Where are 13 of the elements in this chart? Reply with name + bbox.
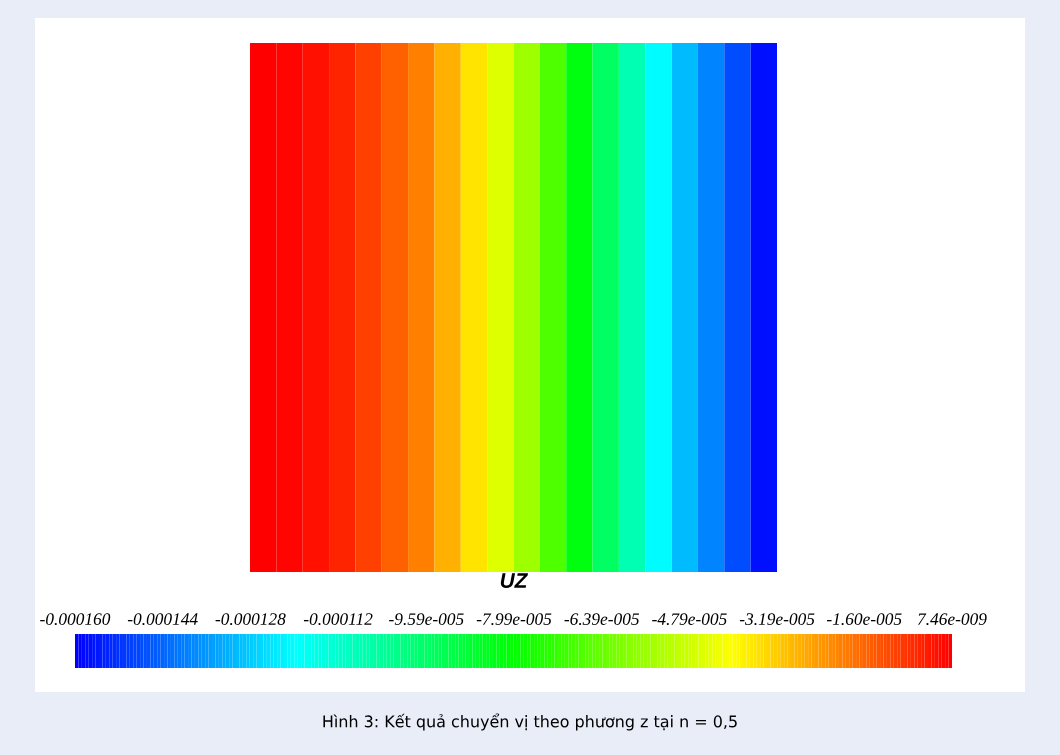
color-bar-label: -9.59e-005 — [389, 613, 464, 625]
color-bar-label: -4.79e-005 — [652, 613, 727, 625]
color-bar-label: -0.000144 — [127, 613, 198, 625]
color-bar-label: -0.000160 — [40, 613, 111, 625]
color-bar-title: UZ — [500, 573, 529, 588]
text: Hình 3: Kết quả chuyển vị theo phương z tại n = 0,5 — [323, 713, 737, 731]
color-bar-label: 7.46e-009 — [918, 613, 987, 625]
color-bar-label: -0.000112 — [303, 613, 373, 625]
color-bar-label: -0.000128 — [215, 613, 286, 625]
color-bar-label: -3.19e-005 — [739, 613, 815, 625]
color-bar-label: -7.99e-005 — [476, 613, 552, 625]
color-bar-label: -1.60e-005 — [827, 613, 902, 625]
color-bar-label: -6.39e-005 — [564, 613, 640, 625]
